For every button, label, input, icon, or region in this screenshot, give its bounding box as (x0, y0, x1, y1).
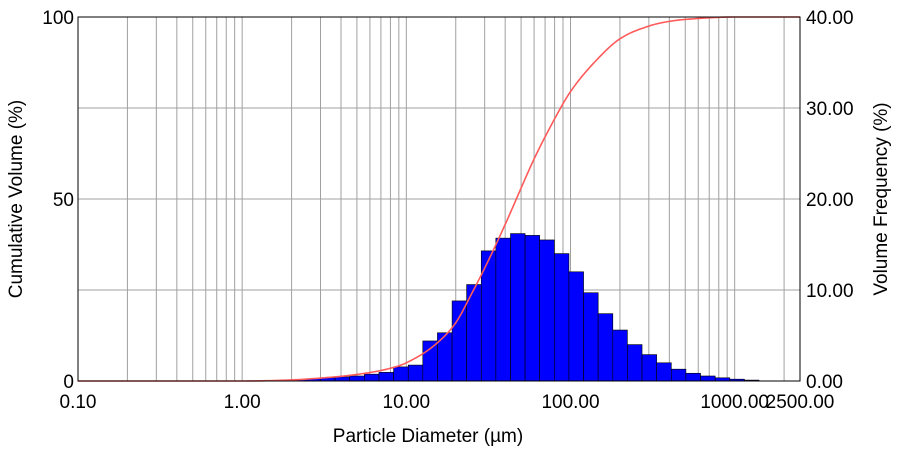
x-tick-label: 100.00 (541, 392, 599, 413)
y-right-tick-label: 0.00 (806, 372, 843, 393)
frequency-bar (364, 373, 380, 382)
x-axis-label: Particle Diameter (µm) (333, 426, 523, 447)
frequency-bar (334, 376, 351, 382)
y-right-tick-label: 20.00 (806, 190, 854, 211)
x-tick-label: 1.00 (224, 392, 261, 413)
cumulative-curve (78, 16, 800, 382)
y-left-tick-label: 100 (42, 8, 74, 29)
x-tick-label: 2500.00 (766, 392, 835, 413)
frequency-bar (510, 233, 526, 382)
frequency-bar (524, 235, 540, 382)
y-right-tick-label: 10.00 (806, 281, 854, 302)
frequency-bar (641, 354, 657, 382)
frequency-bar (495, 237, 511, 382)
frequency-bar (451, 300, 467, 382)
frequency-bars (290, 233, 760, 382)
x-tick-label: 0.10 (60, 392, 97, 413)
grid-lines (78, 17, 800, 381)
frequency-bar (700, 375, 716, 382)
frequency-bar (627, 344, 643, 382)
frequency-bar (568, 271, 584, 382)
y-right-tick-labels: 0.00 10.00 20.00 30.00 40.00 (806, 8, 854, 393)
y-right-tick-label: 30.00 (806, 99, 854, 120)
frequency-bar (422, 340, 438, 382)
y-right-axis-label: Volume Frequency (%) (871, 102, 892, 295)
frequency-bar (407, 364, 424, 382)
x-tick-label: 10.00 (383, 392, 431, 413)
x-tick-label: 1000.00 (700, 392, 769, 413)
frequency-bar (539, 239, 555, 382)
plot-frame (77, 16, 801, 382)
frequency-bar (393, 366, 409, 382)
frequency-bar (378, 372, 394, 382)
y-left-tick-labels: 0 50 100 (42, 8, 74, 393)
y-right-tick-label: 40.00 (806, 8, 854, 29)
frequency-bar (670, 368, 687, 382)
frequency-bar (583, 292, 599, 382)
frequency-bar (349, 375, 365, 382)
y-left-axis-label: Cumulative Volume (%) (6, 100, 27, 299)
frequency-bar (656, 362, 672, 382)
y-left-tick-label: 0 (63, 372, 74, 393)
frequency-bar (554, 253, 570, 382)
frequency-bar (612, 329, 628, 382)
frequency-bar (597, 313, 614, 382)
frequency-bar (685, 372, 701, 382)
y-left-tick-label: 50 (53, 190, 74, 211)
